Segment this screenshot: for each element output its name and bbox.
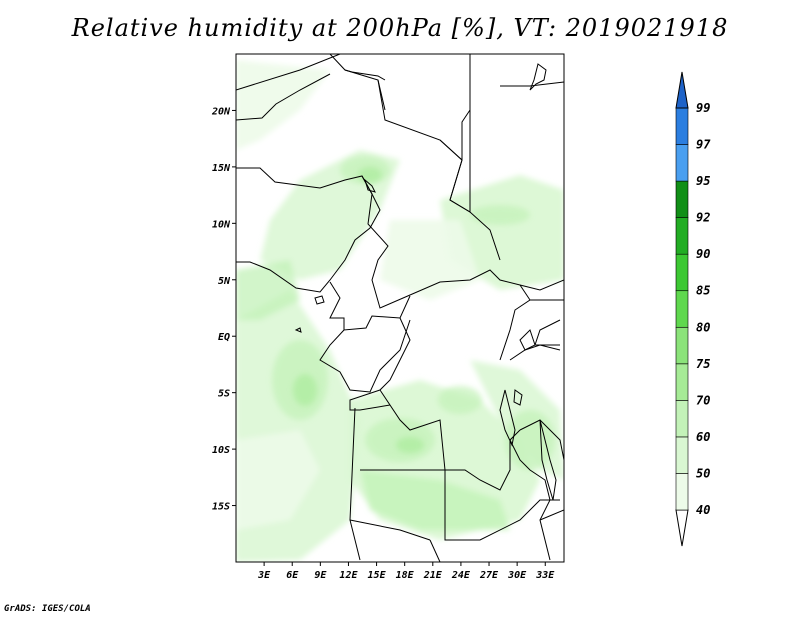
colorbar-label: 70 (696, 393, 710, 407)
colorbar-segment (675, 400, 689, 438)
colorbar-segment (675, 144, 689, 182)
lon-tick-label: 18E (396, 570, 415, 581)
lon-tick-label: 3E (257, 570, 271, 581)
lat-tick-label: EQ (218, 332, 230, 343)
colorbar-over-arrow (675, 71, 689, 109)
credit-label: GrADS: IGES/COLA (4, 604, 91, 614)
lakes-and-coasts (294, 63, 557, 501)
lon-tick-label: 15E (368, 570, 387, 581)
lat-tick-label: 10N (212, 219, 231, 230)
lat-tick-label: 20N (211, 106, 231, 117)
lat-tick-label: 15N (212, 163, 231, 174)
colorbar-label: 40 (696, 503, 710, 517)
colorbar-segment (675, 217, 689, 255)
colorbar-label: 90 (696, 247, 710, 261)
longitude-axis: 3E 6E 9E 12E 15E 18E 21E 24E 27E 30E 33E (257, 562, 555, 581)
lon-tick-label: 21E (423, 570, 443, 581)
lon-tick-label: 30E (507, 570, 527, 581)
humidity-band-sw (236, 430, 320, 530)
colorbar-label: 92 (696, 211, 710, 225)
colorbar: 40 50 60 70 75 80 85 90 92 95 97 99 (675, 71, 711, 547)
lon-tick-label: 12E (339, 570, 358, 581)
humidity-shading (236, 54, 564, 562)
latitude-axis: 20N 15N 10N 5N EQ 5S 10S 15S (211, 106, 236, 513)
lon-tick-label: 24E (451, 570, 471, 581)
colorbar-label: 80 (696, 320, 710, 334)
colorbar-label: 99 (696, 101, 710, 115)
colorbar-label: 95 (696, 174, 710, 188)
map-frame (235, 53, 565, 563)
colorbar-label: 60 (696, 430, 710, 444)
lon-tick-label: 6E (286, 570, 299, 581)
humidity-band-center (380, 220, 480, 300)
lon-tick-label: 9E (314, 570, 327, 581)
colorbar-label: 50 (696, 466, 710, 480)
colorbar-segment (675, 363, 689, 401)
colorbar-segment (675, 107, 689, 145)
lat-tick-label: 15S (212, 502, 230, 513)
lat-tick-label: 5S (218, 389, 230, 400)
lat-tick-label: 10S (212, 445, 230, 456)
colorbar-segment (675, 473, 689, 511)
humidity-band-south-strip (360, 470, 510, 530)
colorbar-segment (675, 180, 689, 218)
country-borders (236, 54, 564, 562)
colorbar-segment (675, 326, 689, 365)
lon-tick-label: 33E (535, 570, 555, 581)
colorbar-under-arrow (675, 509, 689, 547)
humidity-band-coast-north (236, 260, 300, 320)
colorbar-label: 97 (696, 138, 711, 152)
colorbar-label: 85 (696, 284, 710, 298)
colorbar-segment (675, 290, 689, 328)
map-title: Relative humidity at 200hPa [%], VT: 201… (71, 14, 729, 42)
colorbar-segment (675, 436, 689, 474)
lat-tick-label: 5N (218, 276, 231, 287)
colorbar-label: 75 (696, 357, 710, 371)
lon-tick-label: 27E (479, 570, 499, 581)
colorbar-segment (675, 253, 689, 292)
